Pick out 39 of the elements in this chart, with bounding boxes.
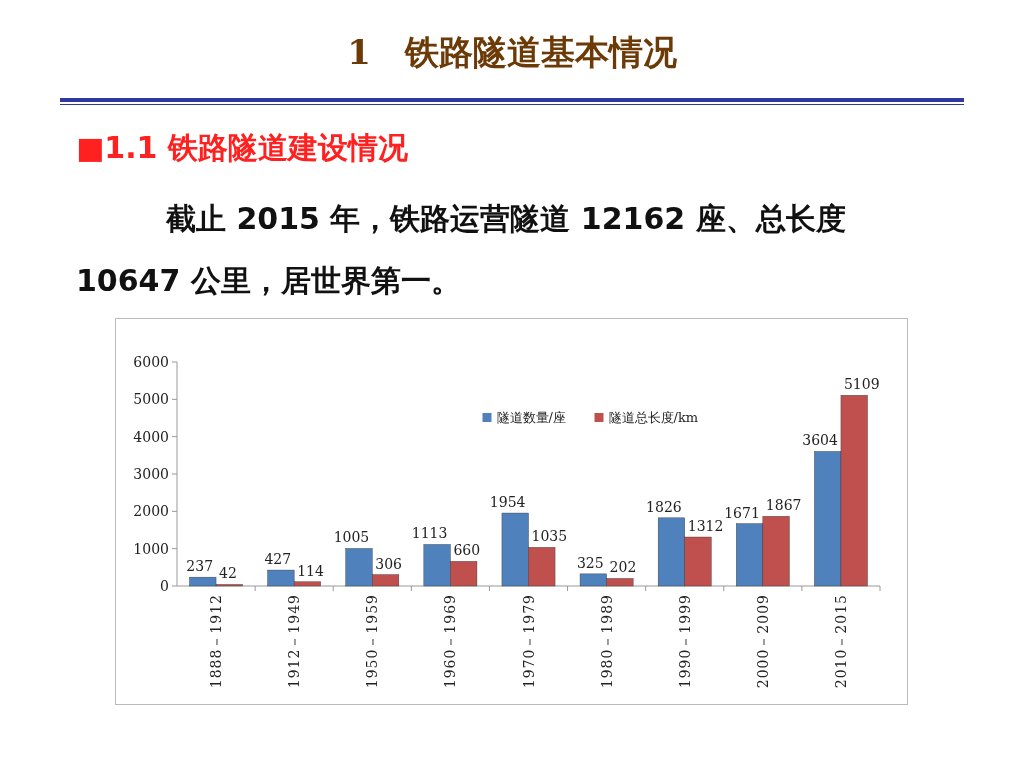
data-label: 1005 bbox=[333, 529, 370, 546]
chart-title: 1 铁路隧道基本情况 bbox=[346, 31, 678, 74]
y-tick-label: 6000 bbox=[133, 354, 169, 370]
data-label: 1867 bbox=[765, 497, 802, 514]
data-label: 1113 bbox=[411, 525, 448, 542]
y-tick-label: 1000 bbox=[133, 540, 169, 557]
text: 截止 2015 年，铁路运营隧道 12162 座、总长度 10647 公里，居世界第一。 bbox=[76, 200, 847, 300]
data-label: 202 bbox=[609, 559, 637, 576]
data-label: 42 bbox=[219, 565, 237, 582]
y-tick-label: 2000 bbox=[133, 503, 169, 520]
x-tick-label: 1950－1959 bbox=[364, 594, 381, 689]
data-label: 1954 bbox=[489, 494, 526, 511]
y-tick-label: 4000 bbox=[133, 428, 169, 445]
data-label: 660 bbox=[453, 542, 481, 559]
data-label: 237 bbox=[186, 558, 214, 575]
y-tick-label: 0 bbox=[160, 578, 169, 594]
chart-subtitle: ■1.1 铁路隧道建设情况 bbox=[76, 129, 408, 167]
data-label: 1312 bbox=[687, 518, 724, 535]
x-tick-label: 1960－1969 bbox=[442, 594, 459, 689]
x-tick-label: 2010－2015 bbox=[832, 594, 849, 689]
data-label: 3604 bbox=[802, 432, 839, 449]
legend-label: 隧道总长度/km bbox=[608, 410, 699, 425]
data-label: 5109 bbox=[843, 376, 880, 393]
x-tick-label: 1888－1912 bbox=[208, 594, 225, 689]
data-label: 114 bbox=[297, 562, 324, 579]
data-label: 325 bbox=[576, 554, 604, 571]
x-tick-label: 1970－1979 bbox=[520, 594, 537, 689]
data-label: 1035 bbox=[531, 528, 568, 545]
data-label: 1826 bbox=[646, 498, 682, 515]
y-tick-label: 3000 bbox=[133, 466, 169, 482]
x-tick-label: 1980－1989 bbox=[598, 594, 615, 689]
x-tick-label: 1990－1999 bbox=[676, 594, 693, 689]
y-tick-label: 5000 bbox=[133, 391, 169, 408]
legend-label: 隧道数量/座 bbox=[496, 410, 566, 425]
data-label: 306 bbox=[375, 555, 403, 572]
x-tick-label: 2000－2009 bbox=[754, 594, 771, 689]
data-label: 427 bbox=[264, 551, 292, 568]
x-tick-label: 1912－1949 bbox=[286, 594, 303, 689]
data-label: 1671 bbox=[724, 504, 760, 521]
